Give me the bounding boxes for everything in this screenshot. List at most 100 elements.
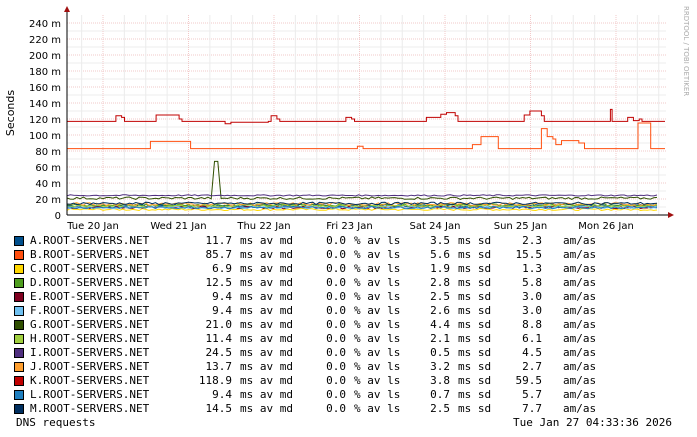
legend-ls: 0.0 — [326, 318, 346, 331]
y-tick-label: 120 m — [29, 115, 61, 126]
chart-series — [66, 108, 665, 212]
legend-av: 6.9 — [212, 262, 232, 275]
legend-am-unit: am/as — [563, 346, 597, 359]
legend-am-unit: am/as — [563, 402, 597, 415]
x-tick-label: Tue 20 Jan — [66, 221, 119, 232]
series-line-j — [66, 202, 658, 207]
legend-name: D.ROOT-SERVERS.NET — [30, 276, 150, 289]
legend-am: 15.5 — [515, 248, 543, 261]
legend-sd-unit: ms sd — [458, 388, 492, 401]
y-tick-label: 40 m — [35, 179, 61, 190]
legend-av: 14.5 — [205, 402, 233, 415]
legend-swatch — [14, 320, 24, 330]
legend-sd-unit: ms sd — [458, 276, 492, 289]
legend-av-unit: ms av md — [240, 248, 293, 261]
series-line-h — [66, 204, 658, 208]
y-tick-label: 140 m — [29, 99, 61, 110]
y-tick-label: 220 m — [29, 35, 61, 46]
legend-am: 3.0 — [522, 290, 542, 303]
legend-sd-unit: ms sd — [458, 304, 492, 317]
legend-sd-unit: ms sd — [458, 262, 492, 275]
legend-name: G.ROOT-SERVERS.NET — [30, 318, 150, 331]
legend-sd: 5.6 — [430, 248, 450, 261]
y-tick-label: 20 m — [35, 195, 61, 206]
legend-am-unit: am/as — [563, 304, 597, 317]
legend-ls-unit: % av ls — [354, 388, 401, 401]
x-tick-label: Thu 22 Jan — [236, 221, 290, 232]
legend-av: 118.9 — [198, 374, 232, 387]
legend-am: 8.8 — [522, 318, 542, 331]
legend-ls: 0.0 — [326, 332, 346, 345]
legend-av: 9.4 — [212, 290, 232, 303]
legend-sd: 3.2 — [430, 360, 450, 373]
x-tick-label: Sat 24 Jan — [410, 221, 461, 232]
legend-name: M.ROOT-SERVERS.NET — [30, 402, 150, 415]
legend-av: 9.4 — [212, 388, 232, 401]
legend-name: J.ROOT-SERVERS.NET — [30, 360, 150, 373]
legend-am-unit: am/as — [563, 234, 597, 247]
legend-ls-unit: % av ls — [354, 374, 401, 387]
legend-av: 9.4 — [212, 304, 232, 317]
legend-am: 1.3 — [522, 262, 542, 275]
legend-am: 6.1 — [522, 332, 542, 345]
legend-sd: 3.8 — [430, 374, 450, 387]
legend-av-unit: ms av md — [240, 332, 293, 345]
legend-ls: 0.0 — [326, 290, 346, 303]
x-axis-arrow — [668, 212, 674, 218]
series-line-g — [66, 160, 658, 200]
legend-sd: 2.5 — [430, 402, 450, 415]
legend-sd-unit: ms sd — [458, 234, 492, 247]
legend-sd-unit: ms sd — [458, 360, 492, 373]
legend-ls-unit: % av ls — [354, 318, 401, 331]
legend-ls-unit: % av ls — [354, 332, 401, 345]
watermark: RRDTOOL / TOBI OETIKER — [682, 6, 690, 96]
legend-av: 24.5 — [205, 346, 233, 359]
legend-swatch — [14, 236, 24, 246]
legend-swatch — [14, 334, 24, 344]
y-axis-arrow — [64, 6, 70, 12]
legend-av: 11.4 — [205, 332, 233, 345]
y-tick-label: 160 m — [29, 83, 61, 94]
legend-sd: 4.4 — [430, 318, 450, 331]
footer-timestamp: Tue Jan 27 04:33:36 2026 — [513, 416, 672, 429]
legend-am: 59.5 — [515, 374, 543, 387]
x-tick-label: Sun 25 Jan — [494, 221, 548, 232]
legend-ls-unit: % av ls — [354, 248, 401, 261]
legend-swatch — [14, 348, 24, 358]
series-line-m — [66, 201, 658, 206]
series-line-b — [67, 122, 665, 150]
x-tick-label: Mon 26 Jan — [578, 221, 634, 232]
legend-am: 5.8 — [522, 276, 542, 289]
y-tick-label: 240 m — [29, 19, 61, 30]
legend-sd: 3.5 — [430, 234, 450, 247]
x-tick-label: Wed 21 Jan — [150, 221, 206, 232]
legend-name: I.ROOT-SERVERS.NET — [30, 346, 150, 359]
legend-swatch — [14, 376, 24, 386]
legend-ls-unit: % av ls — [354, 402, 401, 415]
legend-am-unit: am/as — [563, 360, 597, 373]
legend-am-unit: am/as — [563, 332, 597, 345]
legend-am-unit: am/as — [563, 262, 597, 275]
legend-ls: 0.0 — [326, 360, 346, 373]
y-tick-label: 180 m — [29, 67, 61, 78]
legend-ls-unit: % av ls — [354, 360, 401, 373]
legend-swatch — [14, 278, 24, 288]
legend-am-unit: am/as — [563, 290, 597, 303]
legend-sd: 0.5 — [430, 346, 450, 359]
legend-am: 3.0 — [522, 304, 542, 317]
y-tick-label: 0 — [55, 211, 61, 222]
legend-av: 12.5 — [205, 276, 233, 289]
legend-ls: 0.0 — [326, 388, 346, 401]
legend-name: K.ROOT-SERVERS.NET — [30, 374, 150, 387]
legend-ls-unit: % av ls — [354, 304, 401, 317]
legend-av-unit: ms av md — [240, 234, 293, 247]
legend-av-unit: ms av md — [240, 290, 293, 303]
legend-sd: 2.1 — [430, 332, 450, 345]
legend-name: F.ROOT-SERVERS.NET — [30, 304, 150, 317]
legend-av: 21.0 — [205, 318, 233, 331]
legend-ls-unit: % av ls — [354, 234, 401, 247]
legend-av-unit: ms av md — [240, 402, 293, 415]
legend-am: 4.5 — [522, 346, 542, 359]
x-tick-label: Fri 23 Jan — [326, 221, 372, 232]
legend-sd: 2.8 — [430, 276, 450, 289]
